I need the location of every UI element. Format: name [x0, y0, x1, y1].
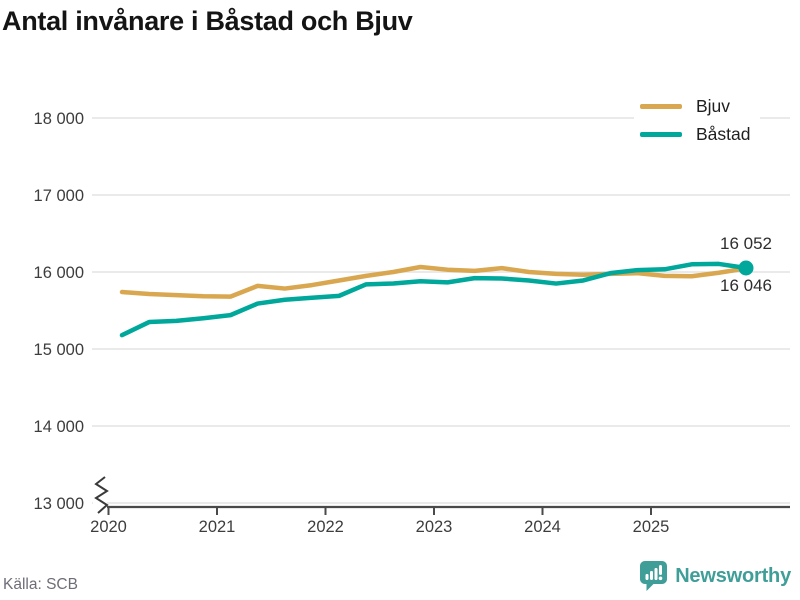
source-caption: Källa: SCB [3, 576, 78, 593]
y-tick-label: 17 000 [34, 187, 84, 205]
legend-swatch-bastad [640, 131, 682, 137]
legend: Bjuv Båstad [634, 90, 761, 150]
x-tick-label: 2024 [524, 518, 561, 536]
end-point-marker [738, 260, 754, 276]
y-tick-label: 13 000 [34, 495, 84, 513]
brand-name: Newsworthy [675, 565, 791, 587]
series-line-bastad [119, 261, 749, 338]
legend-label-bastad: Båstad [696, 123, 751, 144]
legend-label-bjuv: Bjuv [696, 95, 731, 116]
y-tick-label: 15 000 [34, 341, 84, 359]
chart-title: Antal invånare i Båstad och Bjuv [2, 6, 413, 36]
legend-swatch-bjuv [640, 103, 682, 109]
x-tick-label: 2021 [199, 518, 236, 536]
brand-logo: Newsworthy [640, 561, 791, 592]
series-line-bjuv [119, 264, 749, 299]
x-tick-label: 2022 [307, 518, 344, 536]
y-tick-label: 16 000 [34, 264, 84, 282]
end-value-label-bjuv: 16 046 [720, 276, 772, 295]
end-value-label-bastad: 16 052 [720, 234, 772, 253]
legend-item-bjuv: Bjuv [640, 92, 750, 120]
y-tick-label: 18 000 [34, 110, 84, 128]
x-tick-label: 2023 [416, 518, 453, 536]
y-tick-label: 14 000 [34, 418, 84, 436]
newsworthy-logo-icon [640, 561, 668, 591]
axis-break-icon [94, 476, 109, 514]
legend-item-bastad: Båstad [640, 120, 750, 148]
x-tick-label: 2020 [90, 518, 127, 536]
x-tick-label: 2025 [633, 518, 670, 536]
